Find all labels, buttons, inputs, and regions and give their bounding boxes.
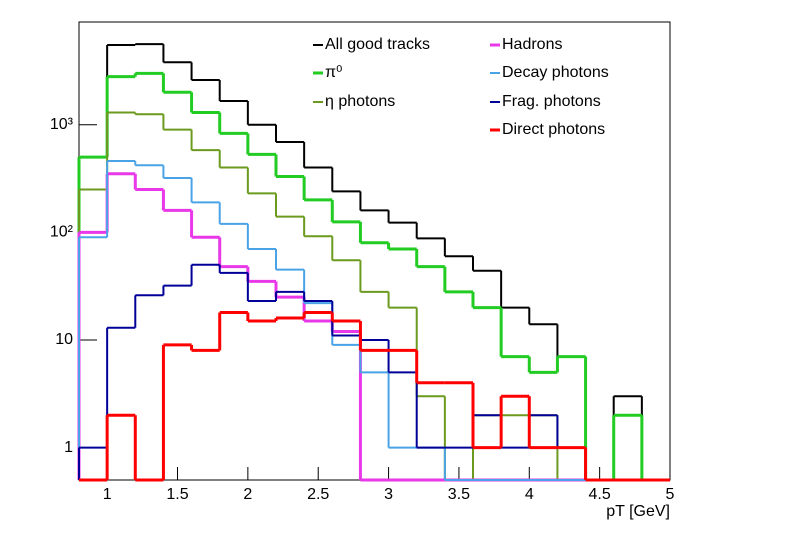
y-tick-label: 1 — [64, 439, 73, 456]
legend-label: Frag. photons — [502, 93, 601, 110]
y-tick-label: 10 — [55, 331, 73, 348]
legend-label: Hadrons — [502, 36, 562, 53]
x-tick-label: 5 — [666, 486, 675, 503]
x-tick-label: 1.5 — [166, 486, 188, 503]
x-tick-label: 4 — [525, 486, 534, 503]
legend-label: η photons — [325, 93, 395, 110]
y-tick-label: 10² — [50, 224, 74, 241]
x-tick-label: 3.5 — [448, 486, 470, 503]
x-axis-label: pT [GeV] — [606, 503, 670, 520]
legend-label: Direct photons — [502, 121, 605, 138]
x-tick-label: 2.5 — [307, 486, 329, 503]
x-tick-label: 3 — [384, 486, 393, 503]
x-tick-label: 4.5 — [589, 486, 611, 503]
legend-label: Decay photons — [502, 64, 609, 81]
legend-label: π⁰ — [325, 64, 342, 81]
plot-frame — [78, 21, 671, 481]
y-tick-label: 10³ — [50, 116, 74, 133]
x-tick-label: 1 — [103, 486, 112, 503]
x-tick-label: 2 — [243, 486, 252, 503]
legend-label: All good tracks — [325, 36, 430, 53]
